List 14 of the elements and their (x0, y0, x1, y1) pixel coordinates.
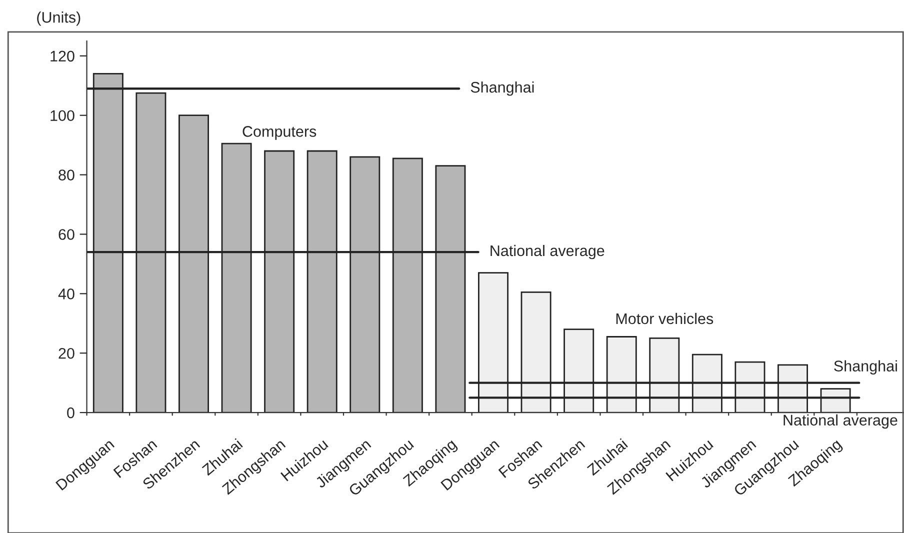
y-tick-label: 20 (58, 348, 74, 359)
ref-line-label: National average (784, 414, 898, 429)
y-axis-title: (Units) (37, 12, 80, 26)
series-label: Motor vehicles (616, 312, 714, 324)
y-tick-label: 100 (50, 110, 74, 122)
y-tick-label: 80 (58, 170, 74, 180)
y-tick-label: 0 (67, 407, 74, 418)
ref-line-label: National average (490, 244, 604, 260)
ref-line-label: Shanghai (834, 360, 897, 374)
ref-line-label: Shanghai (470, 81, 534, 96)
y-tick-label: 60 (58, 229, 74, 240)
y-tick-label: 120 (50, 50, 74, 62)
series-label: Computers (242, 126, 316, 140)
y-tick-label: 40 (58, 288, 74, 300)
